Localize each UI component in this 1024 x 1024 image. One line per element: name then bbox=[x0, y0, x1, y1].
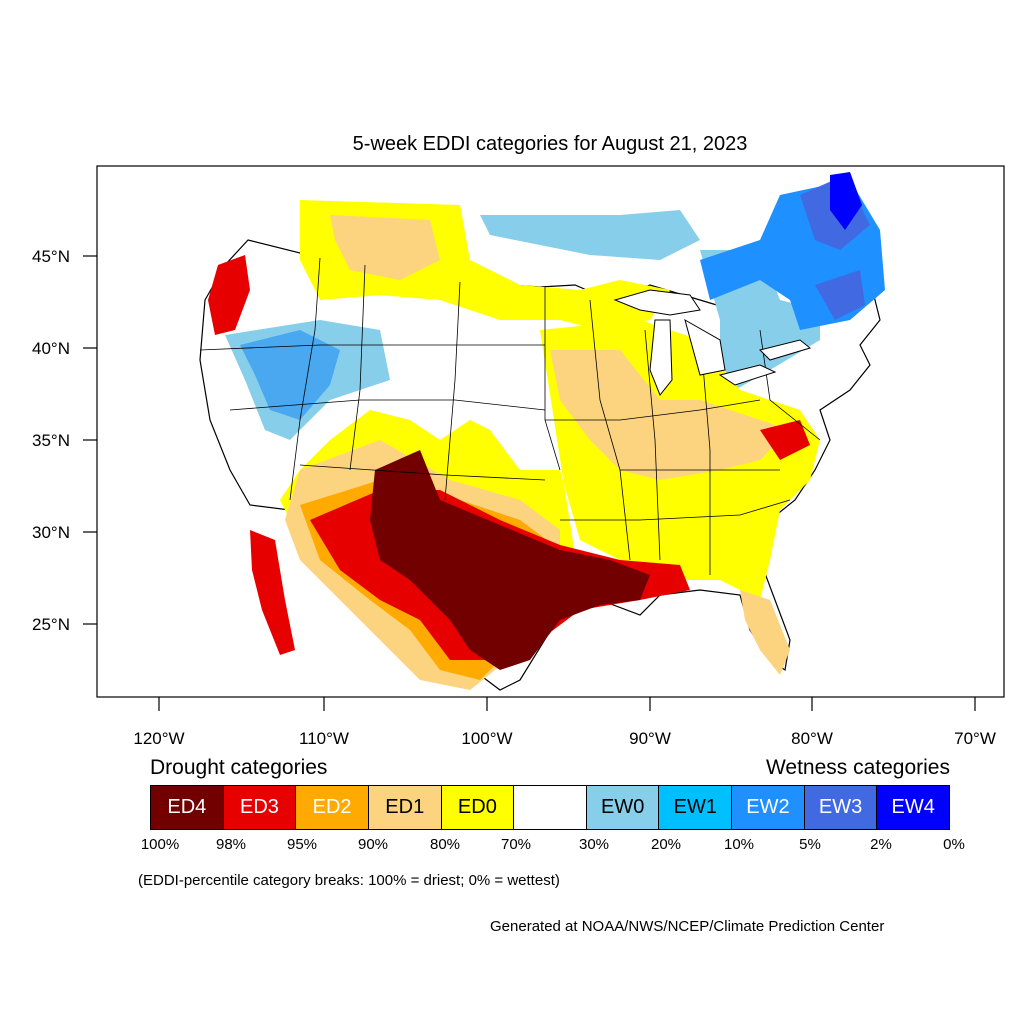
category-breaks: 100% 98% 95% 90% 80% 70% 30% 20% 10% 5% … bbox=[0, 836, 1024, 856]
map-panel bbox=[96, 165, 1005, 698]
ew4-quebec bbox=[830, 172, 862, 230]
dry-regions bbox=[208, 200, 820, 690]
break-label: 98% bbox=[215, 836, 247, 853]
lat-label: 35°N bbox=[32, 431, 70, 450]
ed3-virginia bbox=[760, 420, 810, 460]
ed1-montana bbox=[330, 215, 440, 280]
lat-label: 30°N bbox=[32, 523, 70, 542]
ed3-california-coast bbox=[250, 530, 295, 655]
legend-ew3: EW3 bbox=[804, 786, 878, 829]
legend-ew1: EW1 bbox=[659, 786, 733, 829]
lon-label: 100°W bbox=[461, 729, 512, 748]
lon-label: 90°W bbox=[629, 729, 671, 748]
ew1-great-basin bbox=[240, 330, 340, 420]
lat-label: 25°N bbox=[32, 615, 70, 634]
break-label: 70% bbox=[500, 836, 532, 853]
map-title: 5-week EDDI categories for August 21, 20… bbox=[352, 133, 748, 155]
break-label: 95% bbox=[286, 836, 318, 853]
legend-ed4: ED4 bbox=[151, 786, 224, 829]
ew3-maine bbox=[815, 270, 865, 320]
wetness-heading: Wetness categories bbox=[765, 756, 950, 779]
ed1-florida bbox=[740, 590, 790, 675]
lat-labels: 45°N 40°N 35°N 30°N 25°N bbox=[32, 247, 70, 634]
legend-ed2: ED2 bbox=[296, 786, 369, 829]
legend-ew0: EW0 bbox=[586, 786, 660, 829]
break-label: 2% bbox=[870, 836, 892, 853]
ed4-texas bbox=[370, 450, 650, 670]
lon-label: 120°W bbox=[133, 729, 184, 748]
axis-ticks bbox=[83, 255, 976, 711]
category-legend: ED4 ED3 ED2 ED1 ED0 EW0 EW1 EW2 EW3 EW4 bbox=[150, 785, 950, 830]
ew0-northern-plains bbox=[480, 210, 700, 260]
break-label: 20% bbox=[650, 836, 682, 853]
break-label: 5% bbox=[799, 836, 821, 853]
category-note: (EDDI-percentile category breaks: 100% =… bbox=[138, 872, 560, 889]
lon-label: 80°W bbox=[791, 729, 833, 748]
legend-ed3: ED3 bbox=[223, 786, 297, 829]
lat-label: 40°N bbox=[32, 339, 70, 358]
break-label: 10% bbox=[723, 836, 755, 853]
lon-label: 110°W bbox=[299, 729, 349, 748]
eddi-map: 120°W 110°W 100°W 90°W 80°W 70°W 45°N 40… bbox=[32, 165, 1005, 748]
break-label: 0% bbox=[943, 836, 965, 853]
break-label: 30% bbox=[578, 836, 610, 853]
wet-regions bbox=[225, 172, 885, 440]
legend-ew2: EW2 bbox=[732, 786, 805, 829]
drought-heading: Drought categories bbox=[150, 756, 328, 779]
legend-neutral bbox=[514, 786, 587, 829]
credit-line: Generated at NOAA/NWS/NCEP/Climate Predi… bbox=[490, 918, 885, 935]
legend-ed0: ED0 bbox=[441, 786, 515, 829]
lon-labels: 120°W 110°W 100°W 90°W 80°W 70°W bbox=[133, 729, 995, 748]
legend-ew4: EW4 bbox=[877, 786, 950, 829]
break-label: 80% bbox=[429, 836, 461, 853]
ed3-oregon bbox=[208, 255, 250, 335]
lat-label: 45°N bbox=[32, 247, 70, 266]
break-label: 100% bbox=[140, 836, 180, 853]
great-lakes bbox=[613, 289, 812, 396]
lon-label: 70°W bbox=[954, 729, 996, 748]
legend-ed1: ED1 bbox=[368, 786, 442, 829]
break-label: 90% bbox=[357, 836, 389, 853]
ed1-midwest bbox=[550, 350, 790, 480]
